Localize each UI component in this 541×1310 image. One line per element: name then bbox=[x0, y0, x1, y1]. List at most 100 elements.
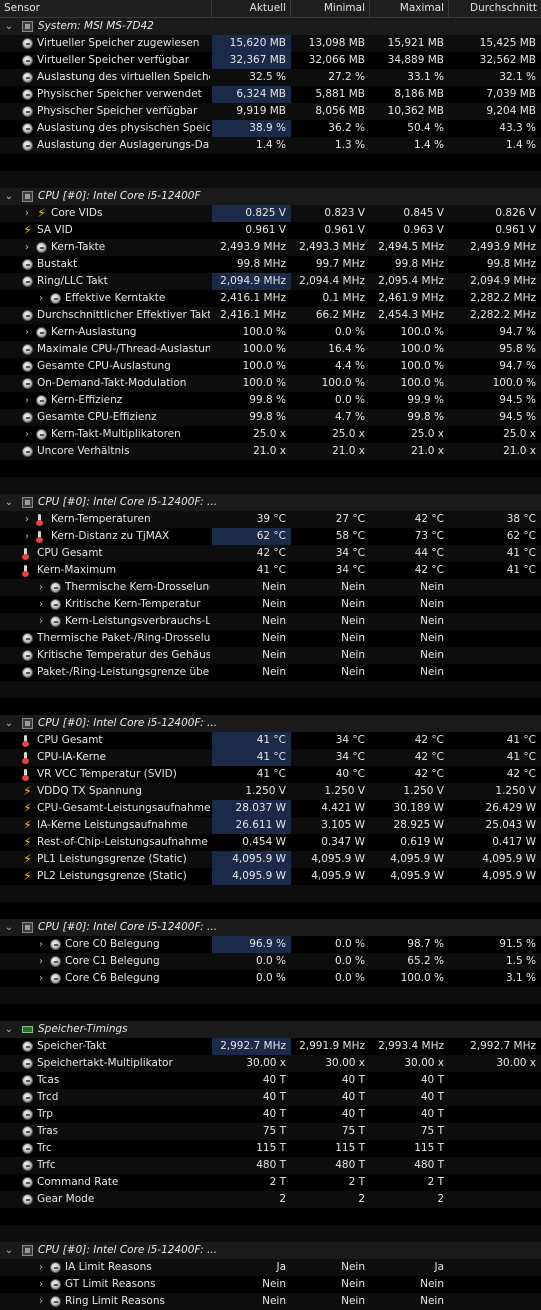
expand-chevron-icon[interactable]: › bbox=[25, 242, 29, 253]
sensor-row[interactable]: Gear Mode 2 2 2 bbox=[0, 1191, 541, 1208]
sensor-row[interactable]: ⚡ CPU-Gesamt-Leistungsaufnahme 28.037 W 4.4… bbox=[0, 800, 541, 817]
sensor-row[interactable]: CPU Gesamt 42 °C 34 °C 44 °C 41 °C bbox=[0, 545, 541, 562]
sensor-group-header[interactable]: ⌄ CPU [#0]: Intel Core i5-12400F: ... bbox=[0, 715, 541, 732]
sensor-row[interactable]: › Kern-Takte 2,493.9 MHz 2,493.3 MHz 2,494.5… bbox=[0, 239, 541, 256]
expand-chevron-icon[interactable]: › bbox=[25, 327, 29, 338]
collapse-chevron-icon[interactable]: ⌄ bbox=[4, 1245, 14, 1256]
sensor-row[interactable]: › Core C1 Belegung 0.0 % 0.0 % 65.2 % 1.5 % bbox=[0, 953, 541, 970]
sensor-row[interactable]: › Kern-Takt-Multiplikatoren 25.0 x 25.0 x 25… bbox=[0, 426, 541, 443]
sensor-list: ⌄ System: MSI MS-7D42 Virtueller Speicher … bbox=[0, 18, 541, 1310]
sensor-row[interactable]: › Kern-Auslastung 100.0 % 0.0 % 100.0 % 94.7 … bbox=[0, 324, 541, 341]
sensor-row[interactable]: Trc 115 T 115 T 115 T bbox=[0, 1140, 541, 1157]
sensor-row[interactable]: Kritische Temperatur des Gehäus... Nein Ne… bbox=[0, 647, 541, 664]
column-header-minimal[interactable]: Minimal bbox=[291, 0, 370, 17]
sensor-row[interactable]: › Kern-Leistungsverbrauchs-Li... Nein Nein N… bbox=[0, 613, 541, 630]
value-current: 6,324 MB bbox=[212, 86, 291, 103]
expand-chevron-icon[interactable]: › bbox=[39, 1262, 43, 1273]
sensor-row[interactable]: › Thermische Kern-Drosselung Nein Nein Nein bbox=[0, 579, 541, 596]
collapse-chevron-icon[interactable]: ⌄ bbox=[4, 718, 14, 729]
sensor-row[interactable]: › GT Limit Reasons Nein Nein Nein bbox=[0, 1276, 541, 1293]
sensor-row[interactable]: Auslastung der Auslagerungs-Datei 1.4 % 1.… bbox=[0, 137, 541, 154]
sensor-row[interactable]: Auslastung des physischen Speic... 38.9 %… bbox=[0, 120, 541, 137]
sensor-row[interactable]: › Kritische Kern-Temperatur Nein Nein Nein bbox=[0, 596, 541, 613]
sensor-row[interactable]: ⚡ Rest-of-Chip-Leistungsaufnahme 0.454 W 0.… bbox=[0, 834, 541, 851]
expand-chevron-icon[interactable]: › bbox=[25, 429, 29, 440]
expand-chevron-icon[interactable]: › bbox=[39, 599, 43, 610]
expand-chevron-icon[interactable]: › bbox=[39, 582, 43, 593]
expand-chevron-icon[interactable]: › bbox=[39, 973, 43, 984]
value-min: 40 T bbox=[341, 1074, 365, 1086]
sensor-row[interactable]: ⚡ PL1 Leistungsgrenze (Static) 4,095.9 W 4,… bbox=[0, 851, 541, 868]
sensor-row[interactable]: Gesamte CPU-Auslastung 100.0 % 4.4 % 100.0 … bbox=[0, 358, 541, 375]
sensor-row[interactable]: Maximale CPU-/Thread-Auslastung 100.0 % 16… bbox=[0, 341, 541, 358]
expand-chevron-icon[interactable]: › bbox=[39, 939, 43, 950]
sensor-row[interactable]: › Ring Limit Reasons Nein Nein Nein bbox=[0, 1293, 541, 1310]
sensor-row[interactable]: Command Rate 2 T 2 T 2 T bbox=[0, 1174, 541, 1191]
sensor-row[interactable]: Trfc 480 T 480 T 480 T bbox=[0, 1157, 541, 1174]
sensor-row[interactable]: › Core C6 Belegung 0.0 % 0.0 % 100.0 % 3.1 % bbox=[0, 970, 541, 987]
collapse-chevron-icon[interactable]: ⌄ bbox=[4, 21, 14, 32]
sensor-row[interactable]: Bustakt 99.8 MHz 99.7 MHz 99.8 MHz 99.8 MHz bbox=[0, 256, 541, 273]
sensor-group-header[interactable]: ⌄ System: MSI MS-7D42 bbox=[0, 18, 541, 35]
column-header-sensor[interactable]: Sensor bbox=[0, 0, 212, 17]
sensor-row[interactable]: Tcas 40 T 40 T 40 T bbox=[0, 1072, 541, 1089]
sensor-row[interactable]: ⚡ IA-Kerne Leistungsaufnahme 26.611 W 3.105… bbox=[0, 817, 541, 834]
sensor-row[interactable]: › Kern-Distanz zu TjMAX 62 °C 58 °C 73 °C 62 … bbox=[0, 528, 541, 545]
sensor-row[interactable]: › Kern-Effizienz 99.8 % 0.0 % 99.9 % 94.5 % bbox=[0, 392, 541, 409]
sensor-label: Auslastung des physischen Speic... bbox=[37, 122, 210, 134]
expand-chevron-icon[interactable]: › bbox=[25, 514, 29, 525]
column-header-aktuell[interactable]: Aktuell bbox=[212, 0, 291, 17]
sensor-row[interactable]: Durchschnittlicher Effektiver Takt 2,416.… bbox=[0, 307, 541, 324]
sensor-row[interactable]: Paket-/Ring-Leistungsgrenze übe... Nein Ne… bbox=[0, 664, 541, 681]
sensor-group-header[interactable]: ⌄ Speicher-Timings bbox=[0, 1021, 541, 1038]
collapse-chevron-icon[interactable]: ⌄ bbox=[4, 497, 14, 508]
sensor-row[interactable]: › IA Limit Reasons Ja Nein Ja bbox=[0, 1259, 541, 1276]
sensor-row[interactable]: Ring/LLC Takt 2,094.9 MHz 2,094.4 MHz 2,095… bbox=[0, 273, 541, 290]
sensor-row[interactable]: › ⚡ Core VIDs 0.825 V 0.823 V 0.845 V 0.826 V bbox=[0, 205, 541, 222]
expand-chevron-icon[interactable]: › bbox=[25, 208, 29, 219]
sensor-group-header[interactable]: ⌄ CPU [#0]: Intel Core i5-12400F: ... bbox=[0, 1242, 541, 1259]
value-max: 99.9 % bbox=[407, 394, 444, 406]
sensor-row[interactable]: Speicher-Takt 2,992.7 MHz 2,991.9 MHz 2,993… bbox=[0, 1038, 541, 1055]
column-header-maximal[interactable]: Maximal bbox=[370, 0, 449, 17]
expand-chevron-icon[interactable]: › bbox=[25, 395, 29, 406]
collapse-chevron-icon[interactable]: ⌄ bbox=[4, 1024, 14, 1035]
sensor-row[interactable]: Auslastung des virtuellen Speichers 32.5 … bbox=[0, 69, 541, 86]
sensor-row[interactable]: Physischer Speicher verfügbar 9,919 MB 8,0… bbox=[0, 103, 541, 120]
expand-chevron-icon[interactable]: › bbox=[39, 956, 43, 967]
sensor-row[interactable]: › Kern-Temperaturen 39 °C 27 °C 42 °C 38 °C bbox=[0, 511, 541, 528]
sensor-row[interactable]: Gesamte CPU-Effizienz 99.8 % 4.7 % 99.8 % 94… bbox=[0, 409, 541, 426]
sensor-row[interactable]: ⚡ SA VID 0.961 V 0.961 V 0.963 V 0.961 V bbox=[0, 222, 541, 239]
expand-chevron-icon[interactable]: › bbox=[39, 1279, 43, 1290]
sensor-row[interactable]: ⚡ PL2 Leistungsgrenze (Static) 4,095.9 W 4,… bbox=[0, 868, 541, 885]
sensor-row[interactable]: Tras 75 T 75 T 75 T bbox=[0, 1123, 541, 1140]
sensor-row[interactable]: Uncore Verhältnis 21.0 x 21.0 x 21.0 x 21.0 … bbox=[0, 443, 541, 460]
sensor-row[interactable]: › Core C0 Belegung 96.9 % 0.0 % 98.7 % 91.5 % bbox=[0, 936, 541, 953]
sensor-row[interactable]: CPU Gesamt 41 °C 34 °C 42 °C 41 °C bbox=[0, 732, 541, 749]
value-min: 1.250 V bbox=[324, 785, 365, 797]
expand-chevron-icon[interactable]: › bbox=[25, 531, 29, 542]
sensor-row[interactable]: Speichertakt-Multiplikator 30.00 x 30.00 x… bbox=[0, 1055, 541, 1072]
sensor-row[interactable]: Physischer Speicher verwendet 6,324 MB 5,8… bbox=[0, 86, 541, 103]
collapse-chevron-icon[interactable]: ⌄ bbox=[4, 922, 14, 933]
expand-chevron-icon[interactable]: › bbox=[39, 1296, 43, 1307]
value-max: 30.189 W bbox=[393, 802, 444, 814]
sensor-row[interactable]: Kern-Maximum 41 °C 34 °C 42 °C 41 °C bbox=[0, 562, 541, 579]
sensor-row[interactable]: CPU-IA-Kerne 41 °C 34 °C 42 °C 41 °C bbox=[0, 749, 541, 766]
sensor-row[interactable]: ⚡ VDDQ TX Spannung 1.250 V 1.250 V 1.250 V 1.… bbox=[0, 783, 541, 800]
sensor-row[interactable]: Trp 40 T 40 T 40 T bbox=[0, 1106, 541, 1123]
sensor-group-header[interactable]: ⌄ CPU [#0]: Intel Core i5-12400F: ... bbox=[0, 494, 541, 511]
expand-chevron-icon[interactable]: › bbox=[39, 293, 43, 304]
sensor-row[interactable]: Virtueller Speicher verfügbar 32,367 MB 32… bbox=[0, 52, 541, 69]
sensor-row[interactable]: VR VCC Temperatur (SVID) 41 °C 40 °C 42 °C 4… bbox=[0, 766, 541, 783]
sensor-row[interactable]: Trcd 40 T 40 T 40 T bbox=[0, 1089, 541, 1106]
sensor-group-header[interactable]: ⌄ CPU [#0]: Intel Core i5-12400F bbox=[0, 188, 541, 205]
sensor-row[interactable]: › Effektive Kerntakte 2,416.1 MHz 0.1 MHz 2,… bbox=[0, 290, 541, 307]
expand-chevron-icon[interactable]: › bbox=[39, 616, 43, 627]
column-header-durchschnitt[interactable]: Durchschnitt bbox=[470, 2, 537, 14]
sensor-row[interactable]: Virtueller Speicher zugewiesen 15,620 MB 1… bbox=[0, 35, 541, 52]
sensor-row[interactable]: On-Demand-Takt-Modulation 100.0 % 100.0 % 1… bbox=[0, 375, 541, 392]
collapse-chevron-icon[interactable]: ⌄ bbox=[4, 191, 14, 202]
sensor-group-header[interactable]: ⌄ CPU [#0]: Intel Core i5-12400F: ... bbox=[0, 919, 541, 936]
sensor-row[interactable]: Thermische Paket-/Ring-Drosselung Nein Nei… bbox=[0, 630, 541, 647]
